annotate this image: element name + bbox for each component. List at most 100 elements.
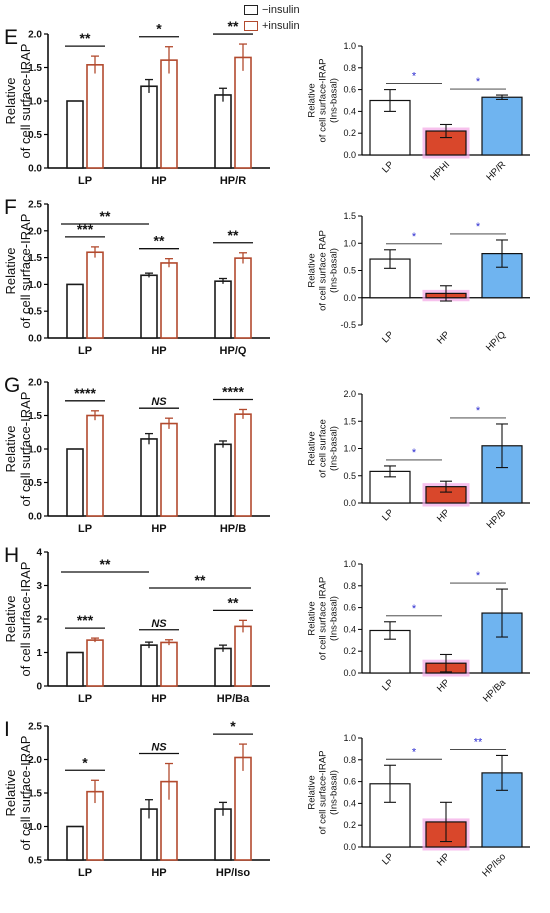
left-chart-h: 0 1 2 3 4 LP HP HP/Ba *** NS ** ** ** — [36, 548, 270, 705]
significance-label: NS — [151, 742, 167, 754]
bar-basal — [140, 438, 158, 517]
y-axis-label: Relative of cell surface-IRAP (Ins-basal) — [306, 59, 339, 143]
y-axis-label-line: of cell surface-IRAP — [18, 562, 33, 677]
y-tick-label: 2.5 — [28, 722, 42, 733]
y-axis-label-line: of cell surface RAP — [317, 230, 328, 311]
y-tick-label: 2 — [36, 615, 42, 626]
y-axis-label: Relative of cell surface-IRAP — [3, 562, 33, 677]
bar-basal — [140, 274, 158, 339]
y-axis-label: Relative of cell surface (Ins-basal) — [306, 419, 339, 478]
y-tick-label: 1.0 — [28, 280, 42, 291]
x-tick-label: LP — [78, 523, 92, 535]
y-tick-label: 0.0 — [343, 498, 356, 508]
bar-basal — [140, 644, 158, 687]
bar-basal — [140, 85, 158, 169]
significance-label: * — [412, 603, 417, 615]
bar-insulin — [160, 59, 178, 169]
significance-label: * — [156, 21, 162, 37]
y-axis-label-line: of cell surface-IRAP — [317, 751, 328, 835]
y-tick-label: 1 — [36, 648, 42, 659]
y-axis-label-line: Relative — [3, 78, 18, 125]
bar-basal — [66, 825, 84, 861]
x-tick-label: HP/Q — [220, 345, 247, 357]
y-axis-label-line: Relative — [306, 775, 317, 809]
y-tick-label: 0.5 — [343, 471, 356, 481]
significance-label: ** — [154, 233, 165, 249]
y-axis-label-line: (Ins-basal) — [328, 248, 339, 293]
x-tick-label: HP/Iso — [480, 851, 508, 879]
bar-insulin — [160, 262, 178, 339]
x-tick-label: LP — [78, 175, 92, 187]
y-tick-label: 1.0 — [28, 822, 42, 833]
bar-basal — [66, 100, 84, 169]
y-tick-label: 0.6 — [343, 85, 356, 95]
panel-letter-f: F — [4, 196, 17, 219]
x-tick-label: LP — [78, 693, 92, 705]
y-tick-label: 0.0 — [343, 150, 356, 160]
legend-entry-insulin: +insulin — [244, 18, 300, 34]
y-axis-label-line: Relative — [3, 596, 18, 643]
significance-label: * — [476, 76, 481, 88]
y-tick-label: 1.0 — [343, 733, 356, 743]
right-chart-e: 0.0 0.2 0.4 0.6 0.8 1.0 LP HPHI HP/R * * — [343, 41, 530, 183]
significance-label: * — [476, 221, 481, 233]
y-axis-label-line: Relative — [3, 770, 18, 817]
bar-insulin — [160, 641, 178, 687]
y-axis-label-line: (Ins-basal) — [328, 78, 339, 123]
y-tick-label: 1.5 — [28, 63, 42, 74]
x-tick-label: HP — [435, 329, 452, 346]
y-tick-label: 0.0 — [28, 164, 42, 175]
y-tick-label: 0.2 — [343, 820, 356, 830]
y-axis-label: Relative of cell surface-IRAP — [3, 214, 33, 329]
significance-label: NS — [151, 396, 167, 408]
y-axis-label: Relative of cell surface-IRAP — [3, 736, 33, 851]
y-axis-label-line: Relative — [306, 253, 317, 287]
panel-letter-g: G — [4, 374, 20, 397]
bar-basal — [214, 808, 232, 861]
significance-label: * — [230, 718, 236, 734]
x-tick-label: LP — [78, 867, 92, 879]
bar-basal — [214, 280, 232, 339]
significance-label: *** — [77, 612, 94, 628]
legend: −insulin +insulin — [244, 2, 300, 34]
legend-entry-basal: −insulin — [244, 2, 300, 18]
y-tick-label: 2.0 — [28, 755, 42, 766]
bar-insulin — [234, 413, 252, 517]
x-tick-label: HPHI — [428, 159, 452, 183]
x-tick-label: LP — [380, 507, 396, 523]
y-tick-label: 1.5 — [343, 416, 356, 426]
y-tick-label: 0.2 — [343, 646, 356, 656]
y-tick-label: 0.5 — [28, 856, 42, 867]
significance-label: *** — [77, 221, 94, 237]
cross-significance-label: ** — [100, 208, 111, 224]
y-axis-label-line: (Ins-basal) — [328, 770, 339, 815]
y-axis-label-line: (Ins-basal) — [328, 596, 339, 641]
bar-basal — [66, 448, 84, 517]
y-tick-label: 2.0 — [28, 226, 42, 237]
right-chart-g: 0.0 0.5 1.0 1.5 2.0 LP HP HP/B * * — [343, 389, 530, 531]
x-tick-label: LP — [380, 329, 396, 345]
significance-label: ** — [228, 18, 239, 34]
significance-label: NS — [151, 618, 167, 630]
y-axis-label-line: Relative — [306, 431, 317, 465]
left-chart-e: 0.00.51.01.52.0LP HP HP/R*** ** — [28, 18, 270, 187]
panel-letter-i: I — [4, 718, 10, 741]
y-tick-label: 0.8 — [343, 581, 356, 591]
bar-insulin — [234, 625, 252, 687]
y-tick-label: 1.0 — [28, 97, 42, 108]
significance-label: * — [82, 754, 88, 770]
legend-label-insulin: +insulin — [262, 20, 300, 32]
y-axis-label-line: Relative — [3, 426, 18, 473]
legend-swatch-basal — [244, 5, 258, 15]
significance-label: * — [412, 71, 417, 83]
significance-label: * — [476, 405, 481, 417]
bar-insulin — [86, 414, 104, 517]
y-tick-label: 0.0 — [343, 668, 356, 678]
x-tick-label: HP/R — [484, 159, 508, 183]
significance-label: ** — [228, 594, 239, 610]
y-tick-label: 2.5 — [28, 200, 42, 211]
y-axis-label: Relative of cell surface RAP (Ins-basal) — [306, 230, 339, 311]
x-tick-label: HP — [151, 175, 166, 187]
y-tick-label: 3 — [36, 581, 42, 592]
